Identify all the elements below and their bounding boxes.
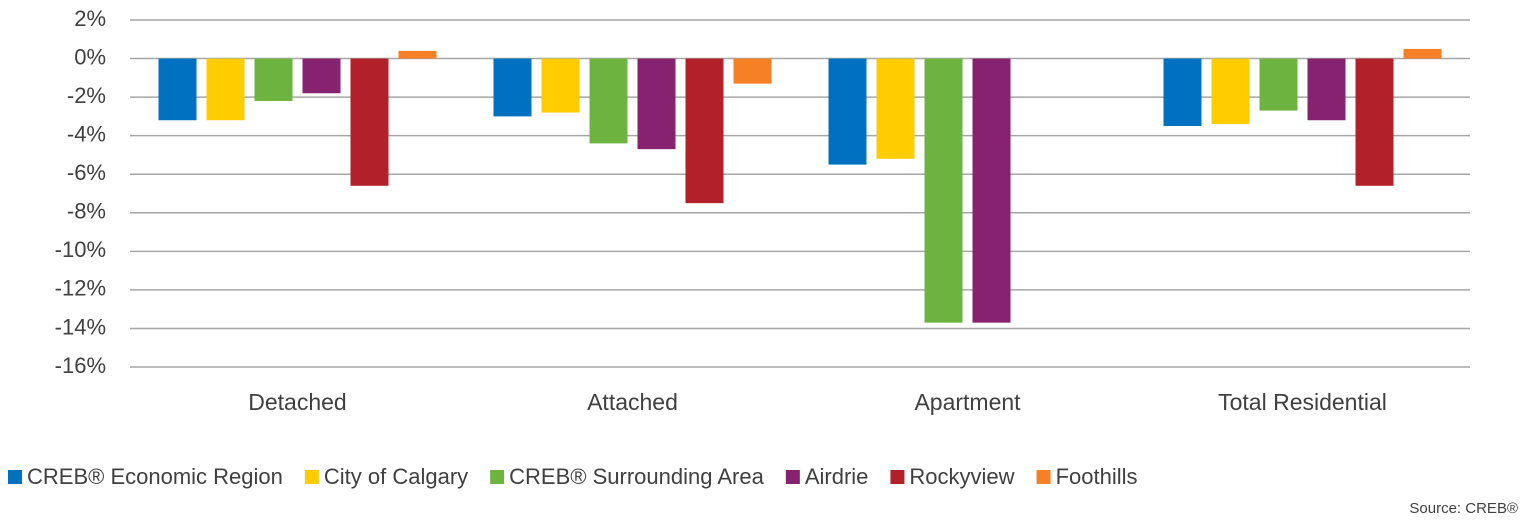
y-tick-label: -16% bbox=[55, 353, 106, 378]
bar bbox=[733, 58, 772, 84]
y-tick-label: -8% bbox=[67, 199, 106, 224]
legend-swatch bbox=[304, 470, 319, 484]
y-tick-label: -4% bbox=[67, 121, 106, 146]
bar bbox=[1307, 58, 1346, 121]
bar bbox=[1163, 58, 1202, 127]
x-tick-label: Apartment bbox=[914, 389, 1021, 415]
legend-label: CREB® Surrounding Area bbox=[509, 464, 764, 489]
bar bbox=[589, 58, 628, 144]
bar bbox=[972, 58, 1011, 323]
bar bbox=[637, 58, 676, 150]
legend-label: City of Calgary bbox=[324, 464, 468, 489]
bar bbox=[206, 58, 245, 121]
legend-label: Foothills bbox=[1056, 464, 1138, 489]
x-tick-label: Attached bbox=[587, 389, 678, 415]
bar bbox=[158, 58, 197, 121]
bar bbox=[1211, 58, 1250, 125]
y-tick-label: -10% bbox=[55, 237, 106, 262]
bar bbox=[302, 58, 341, 94]
bar bbox=[1259, 58, 1298, 111]
bar bbox=[398, 50, 437, 59]
legend-label: CREB® Economic Region bbox=[27, 464, 283, 489]
bar bbox=[876, 58, 915, 159]
x-tick-label: Total Residential bbox=[1218, 389, 1387, 415]
x-tick-label: Detached bbox=[248, 389, 346, 415]
bar bbox=[493, 58, 532, 117]
bar bbox=[924, 58, 963, 323]
bar bbox=[350, 58, 389, 186]
legend-swatch bbox=[890, 470, 905, 484]
y-tick-label: -2% bbox=[67, 83, 106, 108]
legend-swatch bbox=[8, 470, 22, 484]
y-tick-label: 2% bbox=[74, 6, 106, 31]
bar bbox=[541, 58, 580, 113]
bar bbox=[1355, 58, 1394, 186]
bar bbox=[1403, 48, 1442, 59]
legend-label: Rockyview bbox=[909, 464, 1014, 489]
y-tick-label: 0% bbox=[74, 44, 106, 69]
legend-swatch bbox=[490, 470, 505, 484]
bar bbox=[685, 58, 724, 204]
y-tick-label: -12% bbox=[55, 276, 106, 301]
source-note: Source: CREB® bbox=[1409, 500, 1518, 517]
bar bbox=[254, 58, 293, 101]
bar bbox=[828, 58, 867, 165]
y-tick-label: -6% bbox=[67, 160, 106, 185]
legend-swatch bbox=[785, 470, 800, 484]
y-tick-label: -14% bbox=[55, 314, 106, 339]
legend-swatch bbox=[1036, 470, 1051, 484]
legend-label: Airdrie bbox=[805, 464, 869, 489]
